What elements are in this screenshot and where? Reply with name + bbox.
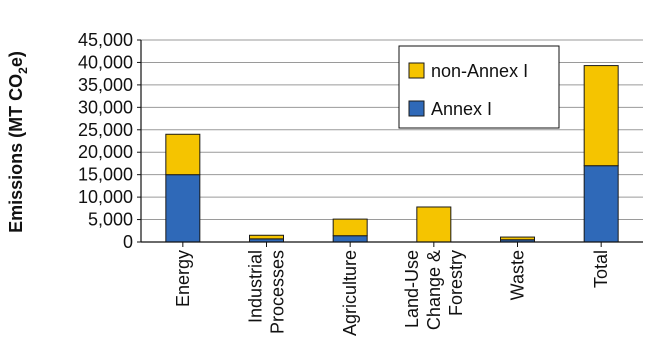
y-tick-label: 30,000 (78, 97, 133, 117)
y-tick-label: 5,000 (88, 210, 133, 230)
legend-swatch (408, 100, 425, 117)
y-tick-label: 35,000 (78, 75, 133, 95)
bar-annex-i (583, 165, 619, 243)
legend-label: non-Annex I (431, 61, 528, 81)
y-axis-title: Emissions (MT CO2e) (6, 51, 30, 233)
x-category-label: Agriculture (340, 250, 360, 336)
bars (165, 65, 619, 243)
bar-non-annex-i (416, 206, 452, 243)
x-category-label: Forestry (446, 250, 466, 316)
x-category-label: Energy (173, 250, 193, 307)
bar-annex-i (165, 174, 201, 243)
bar-non-annex-i (165, 133, 201, 176)
bar-non-annex-i (583, 65, 619, 167)
y-axis-title-text: Emissions (MT CO2e) (6, 51, 30, 233)
legend-label: Annex I (431, 99, 492, 119)
x-category-label: Change & (424, 250, 444, 330)
y-tick-label: 45,000 (78, 30, 133, 50)
y-tick-label: 15,000 (78, 165, 133, 185)
x-category-label: Total (591, 250, 611, 288)
legend-swatch (408, 62, 425, 79)
x-category-label: Land-Use (402, 250, 422, 328)
y-tick-label: 20,000 (78, 142, 133, 162)
legend: non-Annex I Annex I (398, 45, 560, 129)
y-tick-label: 10,000 (78, 187, 133, 207)
y-tick-label: 0 (123, 232, 133, 252)
bar-annex-i (332, 235, 368, 243)
bar-non-annex-i (249, 234, 284, 240)
gridlines (141, 39, 643, 221)
x-category-labels: Energy Industrial Processes Agriculture Land… (173, 250, 611, 336)
x-category-label: Industrial (246, 250, 266, 323)
y-tick-label: 40,000 (78, 52, 133, 72)
bar-non-annex-i (500, 236, 535, 241)
x-category-label: Waste (508, 250, 528, 300)
bar-non-annex-i (332, 218, 368, 237)
axes (137, 39, 643, 247)
legend-box (398, 45, 560, 129)
y-tick-label: 25,000 (78, 120, 133, 140)
x-category-label: Processes (268, 250, 288, 334)
